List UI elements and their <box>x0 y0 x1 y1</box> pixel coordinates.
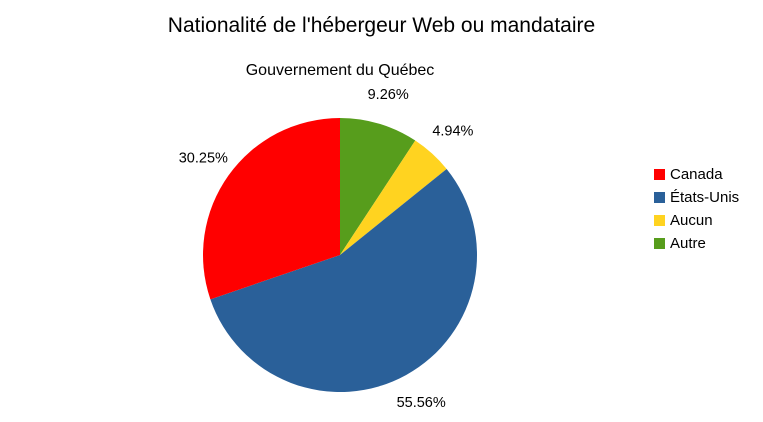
chart-title: Nationalité de l'hébergeur Web ou mandat… <box>167 14 596 37</box>
legend-item-autre: Autre <box>654 232 739 255</box>
slice-label-canada: 30.25% <box>179 150 228 166</box>
legend-label-etats-unis: États-Unis <box>670 189 740 206</box>
legend-swatch-canada <box>654 169 665 180</box>
legend-label-autre: Autre <box>670 235 706 252</box>
legend-item-canada: Canada <box>654 163 739 186</box>
pie-slice-autre <box>340 118 416 255</box>
legend-item-aucun: Aucun <box>654 209 739 232</box>
legend: Canada États-Unis Aucun Autre <box>654 163 739 255</box>
pie-slice-etats-unis <box>210 169 478 393</box>
legend-label-aucun: Aucun <box>670 212 713 229</box>
legend-swatch-etats-unis <box>654 192 665 203</box>
legend-item-etats-unis: États-Unis <box>654 186 739 209</box>
legend-swatch-aucun <box>654 215 665 226</box>
slice-label-autre: 9.26% <box>368 87 409 103</box>
legend-label-canada: Canada <box>670 166 723 183</box>
pie-slice-canada <box>203 118 340 300</box>
pie-slice-aucun <box>340 140 447 255</box>
slice-label-aucun: 4.94% <box>432 124 473 140</box>
chart-subtitle: Gouvernement du Québec <box>245 62 435 79</box>
slice-label-etats-unis: 55.56% <box>397 395 446 411</box>
legend-swatch-autre <box>654 238 665 249</box>
